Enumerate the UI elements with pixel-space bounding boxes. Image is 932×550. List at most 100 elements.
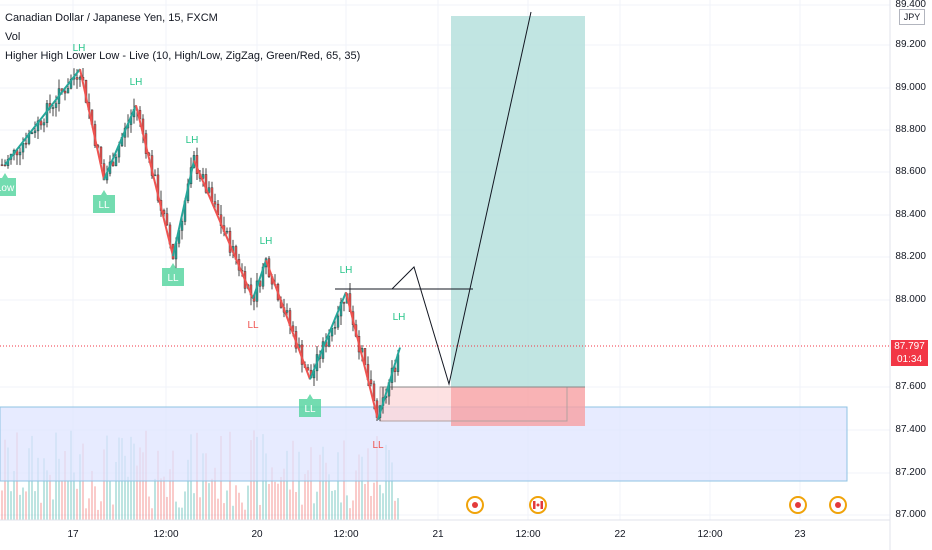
pivot-label-lh: LH	[130, 77, 143, 88]
pivot-badge	[162, 263, 184, 286]
volume-bar	[397, 498, 399, 520]
price-label: 89.400	[895, 0, 926, 10]
candle	[30, 132, 34, 135]
candle	[42, 122, 46, 126]
candle	[18, 151, 22, 156]
volume-bar	[175, 501, 177, 520]
volume-bar	[10, 491, 12, 520]
volume-bar	[148, 496, 150, 520]
event-icon[interactable]	[466, 496, 484, 514]
price-label: 88.200	[895, 251, 926, 262]
candle	[111, 161, 115, 167]
pivot-label-lh: LH	[260, 236, 273, 247]
pivot-label-ll: LL	[372, 440, 384, 451]
pivot-text: LL	[372, 440, 384, 451]
pivot-label-lh: LH	[186, 135, 199, 146]
pivot-text: LH	[260, 236, 273, 247]
pivot-text: LH	[393, 312, 406, 323]
volume-bar	[22, 487, 24, 520]
volume-bar	[136, 465, 138, 520]
volume-bar	[160, 478, 162, 520]
candle	[207, 187, 211, 193]
time-label: 12:00	[333, 529, 359, 540]
volume-bar	[328, 474, 330, 520]
volume-bar	[64, 451, 66, 520]
pivot-badge	[93, 190, 115, 213]
volume-bar	[139, 447, 141, 520]
event-icon[interactable]	[789, 496, 807, 514]
volume-bar	[7, 447, 9, 520]
candle	[369, 379, 373, 385]
candle	[75, 77, 79, 80]
volume-bar	[232, 505, 234, 520]
event-icons	[466, 496, 847, 514]
time-label: 12:00	[515, 529, 541, 540]
volume-bar	[109, 481, 111, 520]
volume-bar	[124, 455, 126, 520]
price-label: 88.600	[895, 166, 926, 177]
volume-bar	[193, 493, 195, 520]
candle	[225, 230, 229, 233]
volume-bar	[307, 470, 309, 520]
target-zone[interactable]	[451, 16, 585, 387]
candle	[33, 130, 37, 134]
symbol-title[interactable]: Canadian Dollar / Japanese Yen, 15, FXCM	[5, 12, 218, 24]
pivot-label-ll: LL	[247, 320, 259, 331]
volume-bar	[241, 502, 243, 520]
candle	[78, 76, 82, 80]
event-icon[interactable]	[829, 496, 847, 514]
canada-flag-icon[interactable]	[529, 496, 547, 514]
volume-bar	[391, 462, 393, 520]
price-label: 89.000	[895, 82, 926, 93]
volume-bar	[100, 501, 102, 520]
volume-bar	[199, 497, 201, 520]
stop-zone[interactable]	[451, 387, 585, 426]
volume-bar	[52, 499, 54, 520]
pivot-label-ll: LL	[93, 190, 115, 213]
volume-legend[interactable]: Vol	[5, 31, 21, 43]
volume-bar	[214, 467, 216, 520]
volume-bar	[358, 454, 360, 520]
volume-bar	[268, 483, 270, 520]
volume-bar	[208, 483, 210, 520]
pivot-label-ll: LL	[299, 394, 321, 417]
volume-bar	[334, 490, 336, 520]
candle	[165, 213, 169, 226]
volume-bar	[181, 507, 183, 520]
currency-label[interactable]: JPY	[899, 9, 925, 25]
pivot-badge	[299, 394, 321, 417]
volume-bar	[340, 502, 342, 520]
volume-bar	[238, 492, 240, 520]
price-label: 87.400	[895, 424, 926, 435]
zigzag-segment	[172, 160, 195, 257]
volume-bar	[34, 491, 36, 520]
pivot-labels: Low LH LL LH LL LH LL LH LL LH LL LH	[0, 43, 405, 451]
volume-bar	[169, 469, 171, 520]
volume-bar	[259, 504, 261, 520]
volume-bar	[385, 444, 387, 520]
volume-bar	[244, 509, 246, 520]
volume-bar	[235, 485, 237, 520]
volume-bar	[286, 450, 288, 520]
volume-bar	[223, 503, 225, 520]
volume-bar	[187, 459, 189, 520]
volume-bar	[298, 451, 300, 520]
volume-bar	[370, 495, 372, 520]
volume-bar	[157, 450, 159, 520]
candle	[36, 120, 40, 132]
candle	[51, 107, 55, 109]
candle	[66, 88, 70, 94]
volume-bar	[28, 448, 30, 520]
volume-bar	[247, 485, 249, 520]
volume-bar	[331, 490, 333, 520]
volume-bar	[25, 491, 27, 520]
volume-bar	[319, 454, 321, 520]
pivot-text: LH	[186, 135, 199, 146]
indicator-legend[interactable]: Higher High Lower Low - Live (10, High/L…	[5, 50, 361, 62]
zigzag-segment	[265, 260, 311, 380]
volume-bar	[271, 467, 273, 520]
price-label: 88.800	[895, 124, 926, 135]
candle	[0, 164, 4, 166]
volume-bar	[172, 450, 174, 520]
